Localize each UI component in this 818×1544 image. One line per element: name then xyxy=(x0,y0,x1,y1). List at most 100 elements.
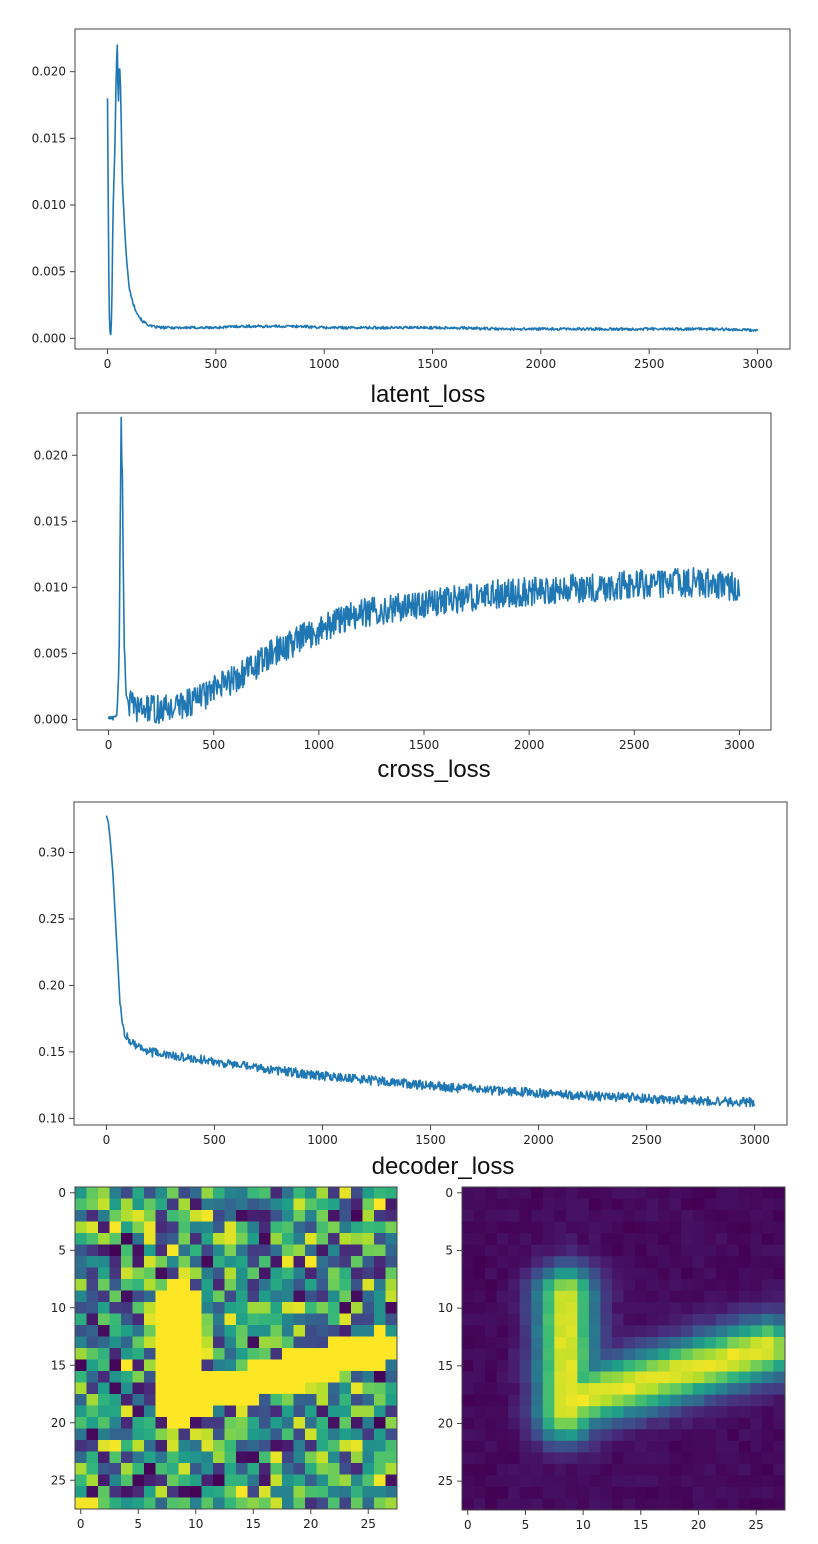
heatmap-cell xyxy=(305,1428,317,1441)
heatmap-cell xyxy=(565,1475,578,1488)
heatmap-cell xyxy=(623,1336,636,1349)
heatmap-cell xyxy=(132,1417,145,1429)
heatmap-cell xyxy=(121,1221,133,1234)
heatmap-cell xyxy=(715,1463,728,1476)
heatmap-cell xyxy=(109,1210,122,1222)
heatmap-cell xyxy=(508,1279,521,1292)
heatmap-cell xyxy=(75,1486,87,1498)
heatmap-cell xyxy=(462,1325,474,1338)
heatmap-cell xyxy=(531,1267,544,1280)
heatmap-cell xyxy=(588,1267,601,1280)
heatmap-cell xyxy=(351,1244,363,1257)
heatmap-cell xyxy=(600,1233,613,1246)
heatmap-cell xyxy=(773,1256,786,1269)
heatmap-cell xyxy=(542,1279,555,1292)
heatmap-cell xyxy=(362,1244,375,1257)
heatmap-cell xyxy=(485,1336,498,1349)
heatmap-cell xyxy=(144,1313,156,1326)
heatmap-cell xyxy=(565,1348,578,1361)
heatmap-cell xyxy=(155,1256,168,1268)
heatmap-cell xyxy=(669,1313,682,1326)
heatmap-cell xyxy=(715,1233,728,1246)
heatmap-cell xyxy=(715,1348,728,1361)
heatmap-cell xyxy=(508,1486,521,1499)
heatmap-cell xyxy=(646,1360,659,1372)
heatmap-cell xyxy=(738,1371,751,1384)
heatmap-cell xyxy=(293,1221,306,1234)
heatmap-cell xyxy=(282,1348,294,1360)
heatmap-cell xyxy=(339,1382,352,1395)
heatmap-cell xyxy=(247,1336,260,1349)
heatmap-cell xyxy=(121,1382,133,1395)
heatmap-cell xyxy=(339,1463,352,1475)
heatmap-cell xyxy=(658,1371,671,1384)
heatmap-cell xyxy=(201,1221,214,1234)
heatmap-cell xyxy=(75,1336,87,1349)
heatmap-cell xyxy=(773,1371,786,1384)
heatmap-cell xyxy=(669,1498,682,1511)
heatmap-cell xyxy=(201,1394,214,1406)
heatmap-cell xyxy=(98,1279,110,1291)
heatmap-cell xyxy=(565,1452,578,1465)
heatmap-cell xyxy=(727,1463,740,1476)
heatmap-cell xyxy=(519,1486,532,1499)
heatmap-cell xyxy=(577,1498,590,1511)
heatmap-cell xyxy=(293,1313,306,1326)
heatmap-cell xyxy=(167,1474,179,1487)
heatmap-cell xyxy=(167,1451,179,1464)
heatmap-cell xyxy=(236,1302,248,1314)
heatmap-cell xyxy=(462,1279,474,1292)
heatmap-cell xyxy=(692,1187,705,1199)
heatmap-cell xyxy=(362,1371,375,1383)
heatmap-cell xyxy=(328,1233,340,1245)
heatmap-cell xyxy=(385,1348,398,1360)
heatmap-cell xyxy=(750,1244,763,1257)
heatmap-cell xyxy=(565,1210,578,1223)
heatmap-cell xyxy=(692,1290,705,1303)
heatmap-cell xyxy=(531,1406,544,1419)
heatmap-cell xyxy=(328,1463,340,1475)
heatmap-cell xyxy=(98,1233,110,1245)
heatmap-cell xyxy=(761,1463,774,1476)
heatmap-cell xyxy=(144,1451,156,1464)
heatmap-cell xyxy=(270,1348,283,1360)
heatmap-cell xyxy=(658,1417,671,1430)
heatmap-cell xyxy=(339,1302,352,1314)
heatmap-cell xyxy=(213,1267,225,1280)
heatmap-cell xyxy=(270,1279,283,1291)
heatmap-cell xyxy=(531,1290,544,1303)
heatmap-cell xyxy=(305,1394,317,1406)
heatmap-cell xyxy=(588,1417,601,1430)
heatmap-cell xyxy=(681,1210,694,1223)
heatmap-cell xyxy=(531,1302,544,1315)
heatmap-cell xyxy=(554,1475,567,1488)
heatmap-cell xyxy=(109,1256,122,1268)
heatmap-cell xyxy=(588,1440,601,1453)
heatmap-cell xyxy=(98,1267,110,1280)
heatmap-cell xyxy=(201,1405,214,1418)
heatmap-cell xyxy=(473,1210,486,1223)
heatmap-cell xyxy=(715,1452,728,1465)
heatmap-cell xyxy=(109,1440,122,1452)
heatmap-cell xyxy=(259,1325,271,1337)
heatmap-cell xyxy=(473,1486,486,1499)
heatmap-cell xyxy=(167,1244,179,1257)
heatmap-cell xyxy=(155,1394,168,1406)
heatmap-cell xyxy=(213,1497,225,1510)
heatmap-cell xyxy=(293,1256,306,1268)
heatmap-cell xyxy=(485,1486,498,1499)
heatmap-cell xyxy=(190,1348,202,1360)
heatmap-cell xyxy=(385,1440,398,1452)
heatmap-cell xyxy=(588,1452,601,1465)
heatmap-cell xyxy=(178,1371,191,1383)
heatmap-cell xyxy=(305,1256,317,1268)
heatmap-cell xyxy=(132,1474,145,1487)
heatmap-cell xyxy=(761,1406,774,1419)
heatmap-cell xyxy=(213,1474,225,1487)
heatmap-cell xyxy=(155,1198,168,1211)
heatmap-cell xyxy=(611,1452,624,1465)
heatmap-cell xyxy=(224,1405,237,1418)
heatmap-cell xyxy=(750,1406,763,1419)
heatmap-cell xyxy=(121,1394,133,1406)
heatmap-cell xyxy=(542,1325,555,1338)
